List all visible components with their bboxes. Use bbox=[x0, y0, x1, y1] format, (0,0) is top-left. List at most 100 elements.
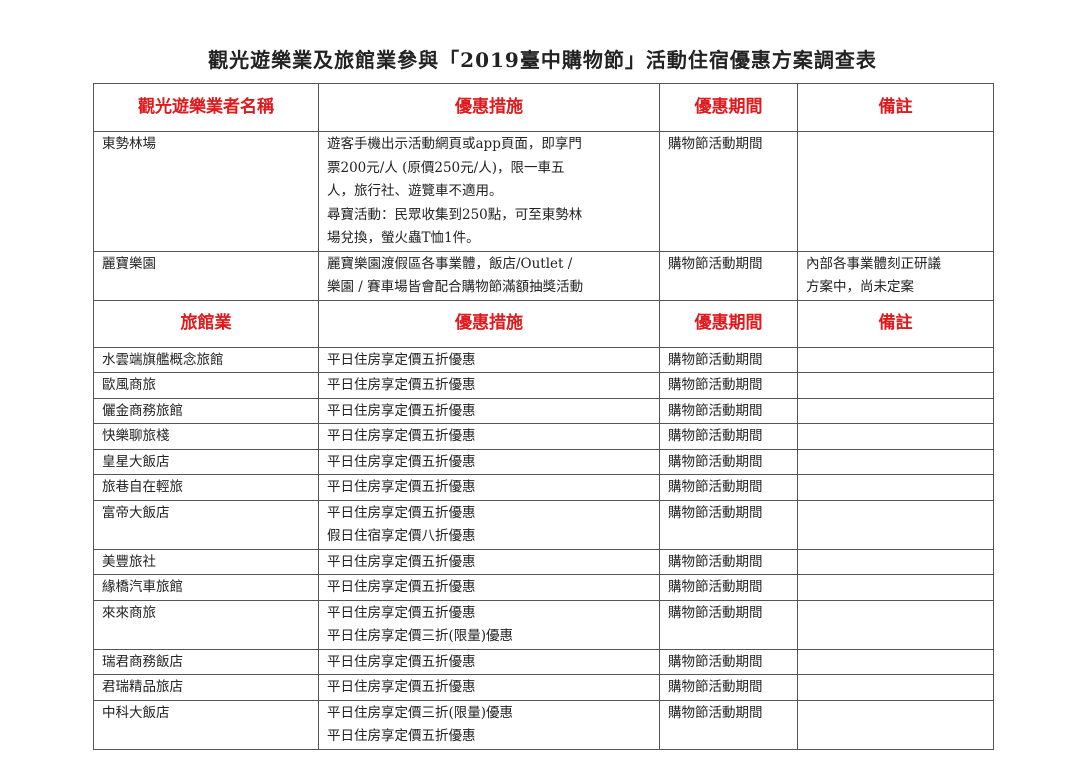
note-cell bbox=[797, 499, 994, 550]
cell-line: 平日住房享定價五折優惠 bbox=[327, 479, 476, 495]
cell-line: 平日住房享定價五折優惠 bbox=[327, 653, 476, 670]
period-cell: 購物節活動期間 bbox=[659, 574, 798, 601]
section2-header-row: 旅館業 優惠措施 優惠期間 備註 bbox=[93, 299, 994, 348]
note-cell bbox=[797, 423, 994, 450]
table-row: 中科大飯店 平日住房享定價三折(限量)優惠 平日住房享定價五折優惠 購物節活動期間 bbox=[93, 699, 994, 750]
cell-line: 人，旅行社、遊覽車不適用。 bbox=[327, 183, 503, 199]
column-header: 旅館業 bbox=[93, 299, 319, 348]
offer-cell: 平日住房享定價五折優惠平日住房享定價三折(限量)優惠 bbox=[318, 599, 660, 650]
cell-line: 平日住房享定價五折優惠 bbox=[327, 428, 476, 444]
period-cell: 購物節活動期間 bbox=[659, 346, 798, 373]
cell-line: 假日住宿享定價八折優惠 bbox=[327, 528, 476, 544]
section1-header-row: 觀光遊樂業者名稱 優惠措施 優惠期間 備註 bbox=[93, 83, 994, 132]
table-row: 君瑞精品旅店 平日住房享定價五折優惠 購物節活動期間 bbox=[93, 674, 994, 701]
table-row: 儷金商務旅館 平日住房享定價五折優惠 購物節活動期間 bbox=[93, 397, 994, 424]
cell-line: 平日住房享定價三折(限量)優惠 bbox=[327, 628, 514, 644]
offer-cell: 平日住房享定價五折優惠 bbox=[318, 448, 660, 475]
name-cell: 瑞君商務飯店 bbox=[93, 648, 319, 675]
offer-cell: 平日住房享定價五折優惠 bbox=[318, 397, 660, 424]
note-cell bbox=[797, 474, 994, 501]
offer-cell: 麗寶樂園渡假區各事業體，飯店/Outlet / 樂園 / 賽車場皆會配合購物節滿額… bbox=[318, 250, 660, 301]
name-cell: 富帝大飯店 bbox=[93, 499, 319, 550]
name-cell: 麗寶樂園 bbox=[93, 250, 319, 301]
note-cell bbox=[797, 346, 994, 373]
cell-line: 內部各事業體刻正研議 bbox=[806, 255, 941, 272]
cell-line: 樂園 / 賽車場皆會配合購物節滿額抽獎活動 bbox=[327, 279, 584, 295]
cell-line: 遊客手機出示活動網頁或app頁面，即享門 bbox=[327, 136, 582, 152]
note-cell bbox=[797, 372, 994, 399]
cell-line: 麗寶樂園渡假區各事業體，飯店/Outlet / bbox=[327, 255, 573, 272]
offer-cell: 遊客手機出示活動網頁或app頁面，即享門 票200元/人 (原價250元/人)，限… bbox=[318, 131, 660, 252]
offer-cell: 平日住房享定價五折優惠 bbox=[318, 474, 660, 501]
name-cell: 旅巷自在輕旅 bbox=[93, 474, 319, 501]
note-cell bbox=[797, 648, 994, 675]
cell-line: 平日住房享定價三折(限量)優惠 bbox=[327, 704, 514, 721]
column-header: 優惠措施 bbox=[318, 83, 660, 132]
name-cell: 中科大飯店 bbox=[93, 699, 319, 750]
table-row: 麗寶樂園 麗寶樂園渡假區各事業體，飯店/Outlet / 樂園 / 賽車場皆會配合購… bbox=[93, 250, 994, 301]
note-cell: 內部各事業體刻正研議 方案中，尚未定案 bbox=[797, 250, 994, 301]
table-row: 瑞君商務飯店 平日住房享定價五折優惠 購物節活動期間 bbox=[93, 648, 994, 675]
table-row: 來來商旅 平日住房享定價五折優惠 平日住房享定價三折(限量)優惠 購物節活動期間 bbox=[93, 599, 994, 650]
cell-line: 平日住房享定價五折優惠 bbox=[327, 679, 476, 695]
column-header: 觀光遊樂業者名稱 bbox=[93, 83, 319, 132]
period-cell: 購物節活動期間 bbox=[659, 648, 798, 675]
column-header: 備註 bbox=[797, 83, 994, 132]
name-cell: 歐風商旅 bbox=[93, 372, 319, 399]
offer-cell: 平日住房享定價三折(限量)優惠 平日住房享定價五折優惠 bbox=[318, 699, 660, 750]
name-cell: 緣橋汽車旅館 bbox=[93, 574, 319, 601]
period-cell: 購物節活動期間 bbox=[659, 674, 798, 701]
table-row: 皇星大飯店 平日住房享定價五折優惠 購物節活動期間 bbox=[93, 448, 994, 475]
column-header: 備註 bbox=[797, 299, 994, 348]
survey-table: 觀光遊樂業者名稱 優惠措施 優惠期間 備註 東勢林場 遊客手機出示活動網頁或app頁面，即… bbox=[93, 83, 994, 750]
period-cell: 購物節活動期間 bbox=[659, 499, 798, 550]
cell-line: 場兌換，螢火蟲T恤1件。 bbox=[327, 230, 480, 246]
cell-line: 平日住房享定價五折優惠 bbox=[327, 604, 476, 621]
cell-line: 方案中，尚未定案 bbox=[806, 279, 914, 295]
name-cell: 快樂聊旅棧 bbox=[93, 423, 319, 450]
cell-line: 平日住房享定價五折優惠 bbox=[327, 402, 476, 419]
note-cell bbox=[797, 674, 994, 701]
table-row: 歐風商旅 平日住房享定價五折優惠 購物節活動期間 bbox=[93, 372, 994, 399]
period-cell: 購物節活動期間 bbox=[659, 131, 798, 252]
name-cell: 美豐旅社 bbox=[93, 548, 319, 575]
offer-cell: 平日住房享定價五折優惠 bbox=[318, 372, 660, 399]
cell-line: 平日住房享定價五折優惠 bbox=[327, 504, 476, 521]
name-cell: 水雲端旗艦概念旅館 bbox=[93, 346, 319, 373]
cell-line: 尋寶活動：民眾收集到250點，可至東勢林 bbox=[327, 206, 583, 223]
table-row: 富帝大飯店 平日住房享定價五折優惠 假日住宿享定價八折優惠 購物節活動期間 bbox=[93, 499, 994, 550]
name-cell: 來來商旅 bbox=[93, 599, 319, 650]
period-cell: 購物節活動期間 bbox=[659, 599, 798, 650]
cell-line: 平日住房享定價五折優惠 bbox=[327, 453, 476, 470]
table-row: 美豐旅社 平日住房享定價五折優惠 購物節活動期間 bbox=[93, 548, 994, 575]
cell-line: 平日住房享定價五折優惠 bbox=[327, 579, 476, 595]
note-cell bbox=[797, 131, 994, 252]
note-cell bbox=[797, 599, 994, 650]
note-cell bbox=[797, 574, 994, 601]
period-cell: 購物節活動期間 bbox=[659, 474, 798, 501]
table-row: 快樂聊旅棧 平日住房享定價五折優惠 購物節活動期間 bbox=[93, 423, 994, 450]
column-header: 優惠措施 bbox=[318, 299, 660, 348]
note-cell bbox=[797, 448, 994, 475]
column-header: 優惠期間 bbox=[659, 83, 798, 132]
column-header: 優惠期間 bbox=[659, 299, 798, 348]
document-title: 觀光遊樂業及旅館業參與「2019臺中購物節」活動住宿優惠方案調查表 bbox=[208, 48, 877, 72]
name-cell: 皇星大飯店 bbox=[93, 448, 319, 475]
note-cell bbox=[797, 548, 994, 575]
note-cell bbox=[797, 699, 994, 750]
offer-cell: 平日住房享定價五折優惠 bbox=[318, 574, 660, 601]
cell-line: 票200元/人 (原價250元/人)，限一車五 bbox=[327, 159, 565, 176]
period-cell: 購物節活動期間 bbox=[659, 250, 798, 301]
cell-line: 平日住房享定價五折優惠 bbox=[327, 728, 476, 744]
offer-cell: 平日住房享定價五折優惠 bbox=[318, 674, 660, 701]
table-row: 東勢林場 遊客手機出示活動網頁或app頁面，即享門 票200元/人 (原價250元/… bbox=[93, 131, 994, 252]
period-cell: 購物節活動期間 bbox=[659, 448, 798, 475]
period-cell: 購物節活動期間 bbox=[659, 397, 798, 424]
offer-cell: 平日住房享定價五折優惠 bbox=[318, 346, 660, 373]
note-cell bbox=[797, 397, 994, 424]
name-cell: 君瑞精品旅店 bbox=[93, 674, 319, 701]
table-row: 旅巷自在輕旅 平日住房享定價五折優惠 購物節活動期間 bbox=[93, 474, 994, 501]
period-cell: 購物節活動期間 bbox=[659, 699, 798, 750]
cell-line: 平日住房享定價五折優惠 bbox=[327, 351, 476, 368]
name-cell: 東勢林場 bbox=[93, 131, 319, 252]
